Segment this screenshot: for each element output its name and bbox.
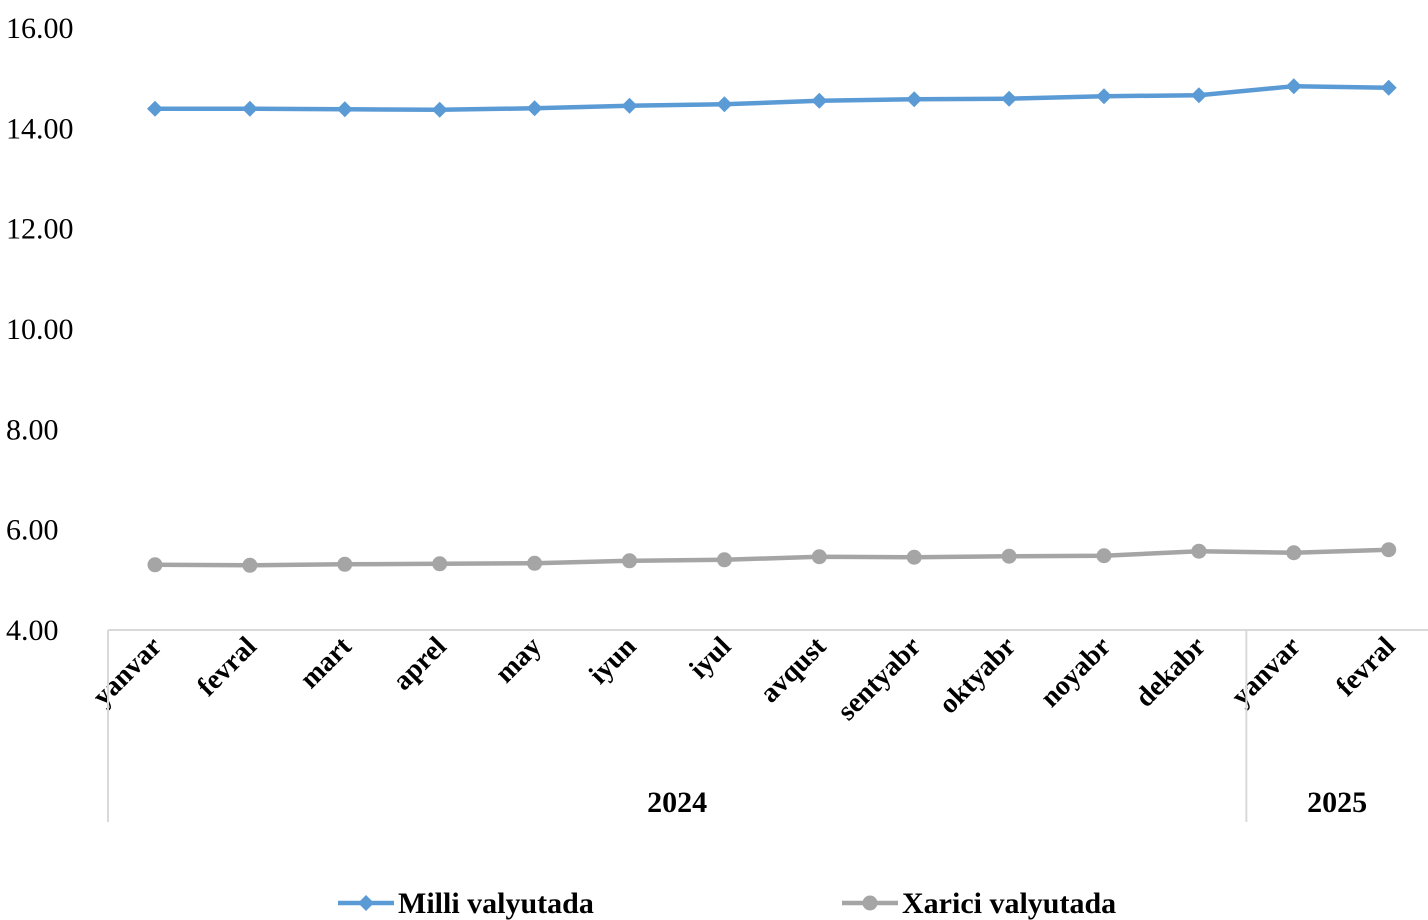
y-tick-label: 10.00 xyxy=(6,313,74,346)
y-tick-label: 16.00 xyxy=(6,12,74,45)
x-tick-label: sentyabr xyxy=(832,631,928,727)
data-point xyxy=(1286,78,1302,94)
x-tick-label: fevral xyxy=(1330,631,1402,703)
data-point xyxy=(337,557,352,572)
legend-item: Milli valyutada xyxy=(338,887,594,920)
data-point xyxy=(1191,87,1207,103)
data-point xyxy=(432,102,448,118)
data-point xyxy=(906,91,922,107)
x-tick-label: oktyabr xyxy=(933,631,1022,720)
series-layer xyxy=(147,78,1397,573)
data-point xyxy=(717,552,732,567)
data-point xyxy=(148,557,163,572)
legend-label: Milli valyutada xyxy=(398,887,594,920)
data-point xyxy=(242,558,257,573)
legend-marker xyxy=(863,896,878,911)
x-tick-label: yanvar xyxy=(87,631,168,712)
data-point xyxy=(1001,91,1017,107)
data-point xyxy=(527,556,542,571)
data-point xyxy=(1096,88,1112,104)
data-point xyxy=(622,98,638,114)
data-point xyxy=(907,550,922,565)
data-point xyxy=(1381,80,1397,96)
x-tick-label: mart xyxy=(294,631,358,695)
y-tick-label: 4.00 xyxy=(6,614,59,647)
y-tick-label: 12.00 xyxy=(6,213,74,246)
x-axis: yanvar fevral mart aprel may iyun iyul avqust se… xyxy=(87,630,1428,727)
legend-label: Xarici valyutada xyxy=(902,887,1116,920)
group-label: 2024 xyxy=(647,786,707,819)
data-point xyxy=(242,101,258,117)
x-tick-label: yanvar xyxy=(1225,631,1306,712)
data-point xyxy=(1286,545,1301,560)
x-tick-label: avqust xyxy=(754,631,833,710)
x-tick-label: iyun xyxy=(583,631,643,691)
x-tick-label: noyabr xyxy=(1035,631,1117,713)
data-point xyxy=(622,553,637,568)
data-point xyxy=(812,549,827,564)
x-tick-label: dekabr xyxy=(1129,631,1211,713)
x-tick-label: aprel xyxy=(387,631,453,697)
data-point xyxy=(811,93,827,109)
group-label: 2025 xyxy=(1307,786,1367,819)
legend: Milli valyutada Xarici valyutada xyxy=(338,887,1116,920)
data-point xyxy=(527,100,543,116)
x-tick-label: fevral xyxy=(191,631,263,703)
data-point xyxy=(147,101,163,117)
data-point xyxy=(1002,549,1017,564)
y-tick-label: 8.00 xyxy=(6,413,59,446)
data-point xyxy=(1381,542,1396,557)
series-xarici-valyutada xyxy=(148,542,1397,573)
data-point xyxy=(716,96,732,112)
y-tick-label: 6.00 xyxy=(6,514,59,547)
data-point xyxy=(1191,544,1206,559)
x-tick-label: may xyxy=(489,631,547,689)
series-milli-valyutada xyxy=(147,78,1397,118)
y-tick-label: 14.00 xyxy=(6,112,74,145)
data-point xyxy=(1097,548,1112,563)
x-tick-label: iyul xyxy=(684,631,738,685)
data-point xyxy=(432,556,447,571)
y-axis: 4.00 6.00 8.00 10.00 12.00 14.00 16.00 xyxy=(6,12,74,647)
legend-marker xyxy=(358,895,374,911)
data-point xyxy=(337,101,353,117)
legend-item: Xarici valyutada xyxy=(842,887,1116,920)
